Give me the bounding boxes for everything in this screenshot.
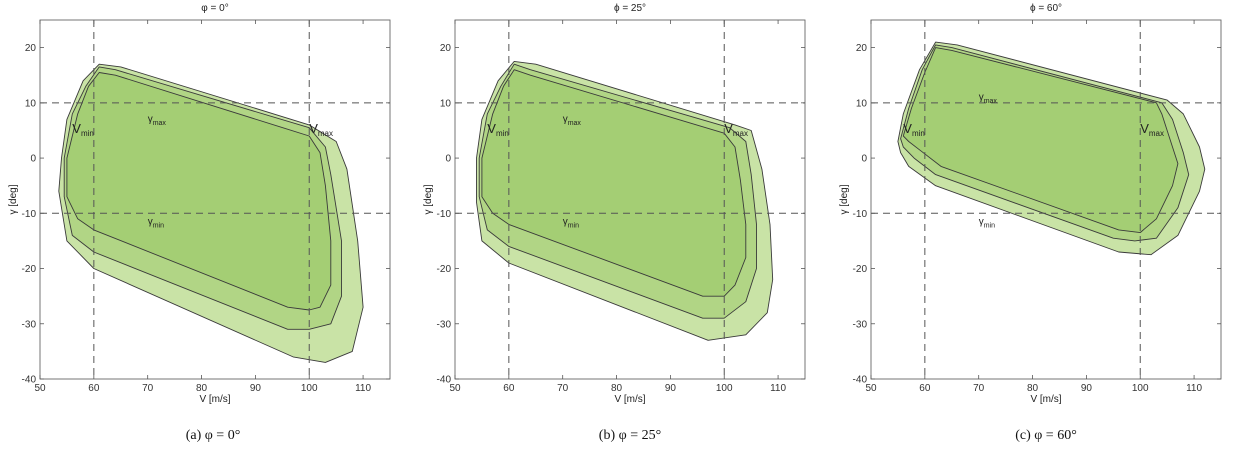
y-tick-label: -30: [853, 319, 868, 330]
y-tick-label: 20: [25, 43, 37, 54]
y-tick-label: -30: [22, 319, 37, 330]
panel-1: 50 60 70 80 90 100 110 -40 -30 -20 -10 0 10 20 V [m/s]…: [8, 3, 391, 443]
panel-caption: (c) φ = 60°: [1015, 428, 1077, 443]
envelope-region-3: [481, 69, 747, 297]
annotation-gamma-min: γmin: [148, 216, 164, 229]
y-tick-label: -20: [853, 264, 868, 275]
y-tick-label: 10: [856, 98, 868, 109]
axes-frame: [39, 19, 391, 380]
annotation-V-max: Vmax: [309, 121, 333, 138]
x-tick-label: 60: [88, 383, 100, 394]
panel-caption: (a) φ = 0°: [186, 428, 241, 443]
x-tick-label: 70: [557, 383, 569, 394]
envelope-region-3: [66, 72, 332, 311]
panel-title: φ = 0°: [201, 3, 228, 14]
x-tick-label: 110: [770, 383, 786, 394]
y-tick-label: -10: [437, 209, 452, 220]
y-axis-label: γ [deg]: [8, 184, 19, 214]
x-tick-label: 80: [196, 383, 208, 394]
x-tick-label: 110: [1186, 383, 1202, 394]
x-tick-label: 90: [250, 383, 262, 394]
y-tick-label: 0: [861, 154, 867, 165]
panel-title: ϕ = 60°: [1030, 3, 1062, 14]
y-tick-label: -20: [22, 264, 37, 275]
x-tick-label: 110: [355, 383, 371, 394]
axes-frame: [454, 19, 806, 380]
annotation-gamma-max: γmax: [563, 114, 582, 127]
x-tick-label: 100: [716, 383, 733, 394]
panel-title: ϕ = 25°: [614, 3, 646, 14]
x-axis-label: V [m/s]: [1030, 394, 1061, 405]
panel-caption: (b) φ = 25°: [599, 428, 661, 443]
annotation-V-min: Vmin: [487, 121, 509, 138]
x-axis-label: V [m/s]: [199, 394, 230, 405]
y-tick-label: -20: [437, 264, 452, 275]
x-tick-label: 90: [665, 383, 677, 394]
annotation-V-min: Vmin: [903, 121, 925, 138]
envelope-region-3: [902, 47, 1179, 234]
y-tick-label: 0: [30, 154, 36, 165]
annotation-gamma-max: γmax: [979, 92, 998, 105]
x-tick-label: 100: [301, 383, 318, 394]
x-tick-label: 50: [34, 383, 46, 394]
y-tick-label: 20: [856, 43, 868, 54]
annotation-gamma-min: γmin: [563, 216, 579, 229]
panel-3: 50 60 70 80 90 100 110 -40 -30 -20 -10 0 10 20 V [m/s]…: [839, 3, 1222, 443]
y-tick-label: 20: [440, 43, 452, 54]
x-tick-label: 60: [503, 383, 515, 394]
x-tick-label: 70: [142, 383, 154, 394]
annotation-V-min: Vmin: [72, 121, 94, 138]
panel-2: 50 60 70 80 90 100 110 -40 -30 -20 -10 0 10 20 V [m/s]…: [423, 3, 806, 443]
x-tick-label: 50: [865, 383, 877, 394]
x-tick-label: 60: [919, 383, 931, 394]
x-tick-label: 100: [1132, 383, 1149, 394]
y-tick-label: 10: [25, 98, 37, 109]
x-tick-label: 80: [611, 383, 623, 394]
y-tick-label: -40: [853, 375, 868, 386]
y-tick-label: 0: [445, 154, 451, 165]
y-tick-label: -10: [853, 209, 868, 220]
y-tick-label: -10: [22, 209, 37, 220]
annotation-gamma-max: γmax: [148, 114, 167, 127]
y-tick-label: -40: [437, 375, 452, 386]
y-axis-label: γ [deg]: [423, 184, 434, 214]
x-tick-label: 70: [973, 383, 985, 394]
y-tick-label: -40: [22, 375, 37, 386]
x-tick-label: 80: [1027, 383, 1039, 394]
axes-frame: [870, 19, 1222, 380]
x-tick-label: 50: [449, 383, 461, 394]
annotation-gamma-min: γmin: [979, 216, 995, 229]
annotation-V-max: Vmax: [1140, 121, 1164, 138]
y-axis-label: γ [deg]: [839, 184, 850, 214]
x-axis-label: V [m/s]: [614, 394, 645, 405]
y-tick-label: -30: [437, 319, 452, 330]
x-tick-label: 90: [1081, 383, 1093, 394]
annotation-V-max: Vmax: [724, 121, 748, 138]
y-tick-label: 10: [440, 98, 452, 109]
